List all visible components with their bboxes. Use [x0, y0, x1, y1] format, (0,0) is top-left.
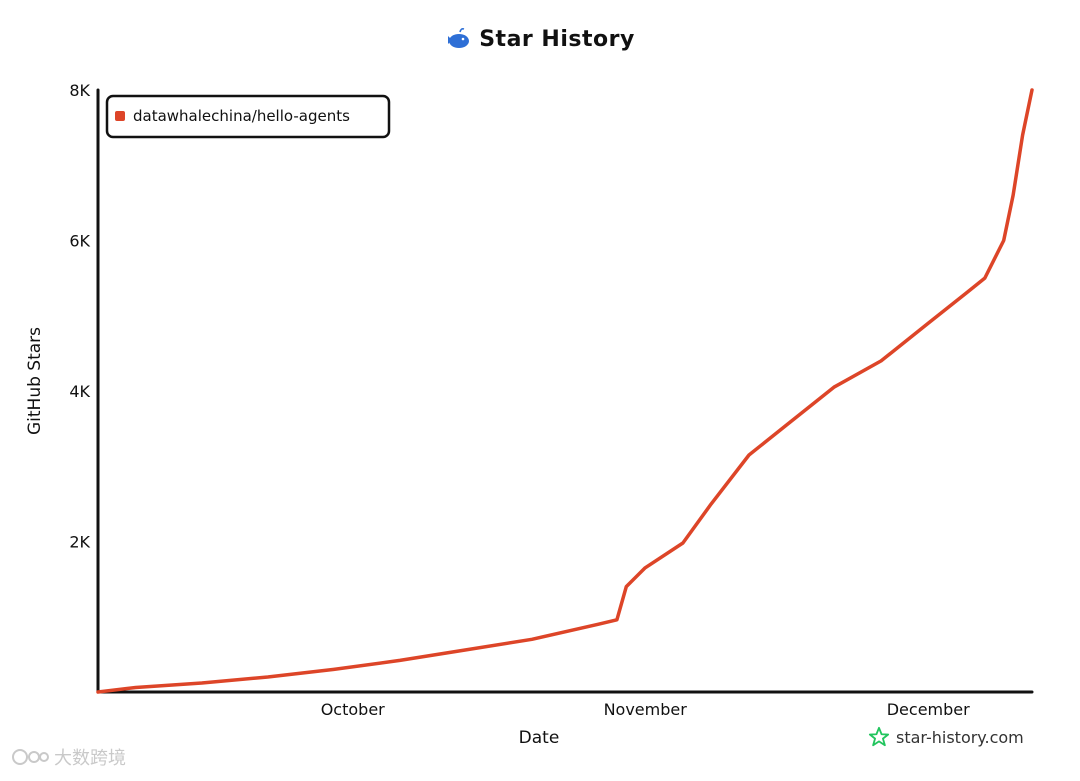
x-tick-label: December	[887, 700, 970, 719]
legend-label: datawhalechina/hello-agents	[133, 107, 350, 125]
legend-swatch	[115, 111, 125, 121]
chart-title: Star History	[0, 26, 1080, 52]
star-outline-icon	[868, 726, 890, 747]
y-axis-label: GitHub Stars	[25, 327, 45, 435]
x-tick-label: October	[321, 700, 385, 719]
chart-title-text: Star History	[479, 26, 635, 52]
legend: datawhalechina/hello-agents	[105, 94, 391, 139]
y-tick-label: 8K	[69, 81, 90, 100]
y-tick-label: 4K	[69, 382, 90, 401]
legend-box	[105, 94, 391, 139]
y-tick-label: 6K	[69, 232, 90, 251]
y-tick-labels: 2K 4K 6K 8K	[69, 81, 90, 552]
x-tick-labels: October November December	[321, 700, 970, 719]
x-axis-label: Date	[519, 728, 560, 748]
watermark-text: 大数跨境	[54, 748, 126, 769]
x-tick-label: November	[604, 700, 688, 719]
logo-mark-icon	[12, 749, 49, 765]
site-branding[interactable]: star-history.com	[868, 726, 1024, 748]
series-line-hello-agents	[96, 88, 1034, 694]
y-tick-label: 2K	[69, 533, 90, 552]
watermark: 大数跨境	[10, 744, 126, 770]
site-branding-text: star-history.com	[896, 727, 1024, 747]
whale-icon	[448, 28, 470, 48]
